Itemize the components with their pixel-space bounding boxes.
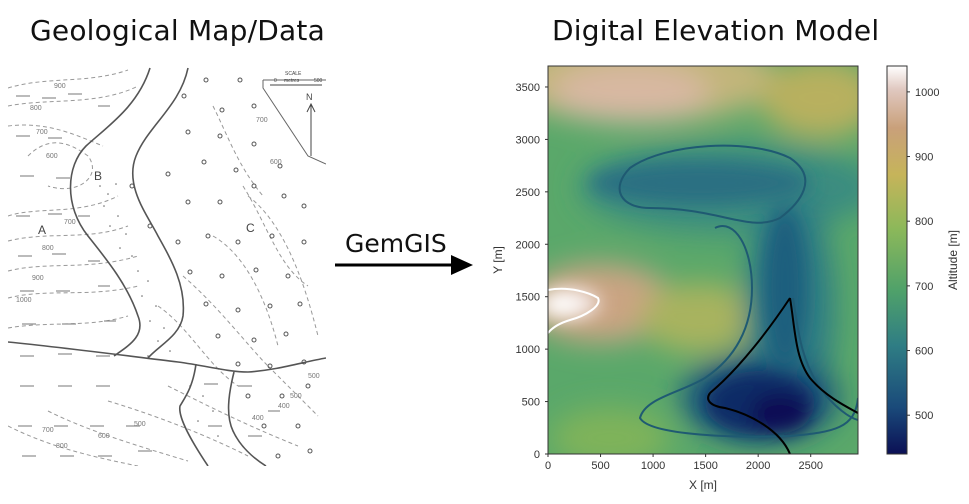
arrow-head [451,255,473,275]
right-panel-title: Digital Elevation Model [552,14,880,47]
stipple-unit-b [99,183,219,437]
scale-label: SCALE [285,71,302,77]
north-label: N [306,92,313,102]
x-axis-label: X [m] [689,478,717,492]
unit-label-a: A [38,223,46,237]
scale-end-label: 500 [314,78,323,84]
x-tick-label: 1000 [641,460,665,472]
colorbar-label: Altitude [m] [946,230,960,290]
contour-label: 800 [42,245,54,252]
contour-lines [7,69,319,467]
formation-boundaries [7,67,327,467]
x-tick-label: 1500 [693,460,717,472]
left-panel-title: Geological Map/Data [30,14,325,47]
y-tick-label: 2000 [516,239,540,251]
contour-label: 900 [32,275,44,282]
contour-label: 500 [290,393,302,400]
dem-chart: 0 500 1000 1500 2000 2500 0 500 1000 1500 2000 250… [490,58,969,500]
y-tick-label: 1500 [516,292,540,304]
y-tick-label: 3500 [516,82,540,94]
x-axis-ticks: 0 500 1000 1500 2000 2500 [545,454,823,472]
y-tick-label: 1000 [516,344,540,356]
contour-label: 700 [36,129,48,136]
gemgis-label: GemGIS [345,229,447,258]
unit-label-c: C [246,221,255,235]
plot-frame [547,65,859,455]
y-axis-ticks: 0 500 1000 1500 2000 2500 3000 3500 [516,82,548,461]
y-tick-label: 2500 [516,187,540,199]
contour-500 [707,297,858,454]
contour-label: 400 [278,403,290,410]
contour-1000 [548,287,600,334]
colorbar-ticks: 500 600 700 800 900 1000 [907,87,939,422]
scale-bar: SCALE 0 metres 500 [270,71,323,86]
contour-600-upper [618,144,807,224]
bedding-dashes-unit-a [16,93,280,457]
contour-label: 1000 [16,297,32,304]
geological-map: A B C 900 800 700 600 700 800 900 1000 7… [7,66,327,467]
contour-label: 600 [46,153,58,160]
contour-600-lower [638,225,858,438]
scale-units-label: metres [284,78,300,84]
contour-label: 600 [98,433,110,440]
contour-label: 700 [64,219,76,226]
colorbar-tick-label: 900 [915,152,933,164]
conversion-arrow: GemGIS [335,225,485,285]
y-tick-label: 0 [534,449,540,461]
scale-start-label: 0 [274,78,277,84]
x-tick-label: 500 [591,460,609,472]
contour-label: 500 [308,373,320,380]
dem-chart-svg: 0 500 1000 1500 2000 2500 0 500 1000 1500 2000 250… [491,65,960,492]
unit-label-b: B [94,169,102,183]
contour-label: 700 [256,117,268,124]
contour-label: 600 [270,159,282,166]
contour-label: 800 [56,443,68,450]
unit-labels: A B C [38,169,255,237]
contour-label: 400 [252,415,264,422]
y-axis-label: Y [m] [491,246,505,274]
contour-label: 700 [42,427,54,434]
contour-label: 900 [54,83,66,90]
colorbar [886,65,908,455]
circle-symbols-unit-c [129,77,313,459]
contour-label: 800 [30,105,42,112]
y-tick-label: 500 [522,397,540,409]
contour-label: 500 [134,421,146,428]
y-tick-label: 3000 [516,134,540,146]
colorbar-tick-label: 800 [915,216,933,228]
colorbar-tick-label: 700 [915,281,933,293]
map-border-lines [262,79,327,165]
heatmap-surface [548,66,858,454]
x-tick-label: 2500 [798,460,822,472]
north-arrow: N [306,92,316,156]
colorbar-tick-label: 600 [915,346,933,358]
colorbar-tick-label: 1000 [915,87,939,99]
geological-map-drawing: A B C 900 800 700 600 700 800 900 1000 7… [7,67,327,467]
contour-labels: 900 800 700 600 700 800 900 1000 700 600… [16,83,320,450]
x-tick-label: 2000 [746,460,770,472]
north-arrow-head [306,102,316,113]
arrow-drawing [335,255,473,275]
x-tick-label: 0 [545,460,551,472]
colorbar-tick-label: 500 [915,410,933,422]
